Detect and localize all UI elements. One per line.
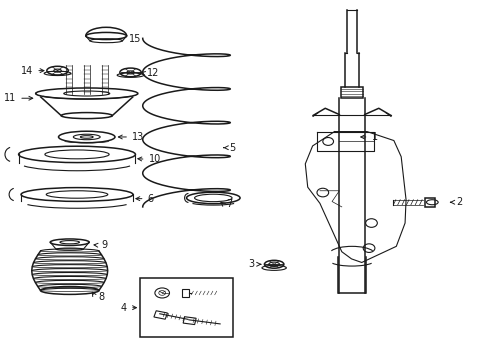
Text: 12: 12 [146,68,159,78]
Bar [182,289,189,297]
Bar [154,311,167,319]
Text: 2: 2 [456,197,462,207]
Bar [183,317,196,325]
Text: 3: 3 [248,259,254,269]
Bar [340,87,363,98]
Text: 7: 7 [226,199,232,210]
Text: 5: 5 [229,143,235,153]
Text: 13: 13 [132,132,144,142]
Text: 4: 4 [121,303,127,313]
Bar [424,198,434,207]
Text: 14: 14 [21,66,33,76]
Text: 1: 1 [371,132,377,142]
Text: 8: 8 [98,292,104,302]
Text: 11: 11 [4,93,16,103]
Text: 15: 15 [129,34,141,44]
Text: 6: 6 [147,194,153,204]
Text: 10: 10 [148,154,161,164]
Text: 9: 9 [101,240,107,250]
Bar [140,278,232,337]
